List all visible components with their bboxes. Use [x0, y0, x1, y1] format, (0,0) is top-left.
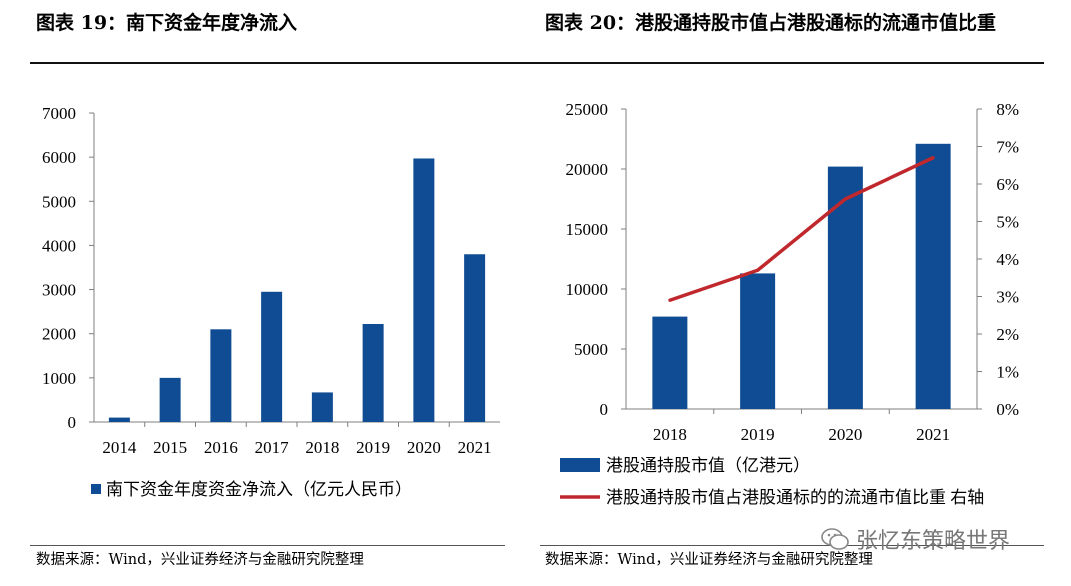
right-y-tick-label: 0 — [600, 400, 609, 419]
right-combo-chart: 0 5000 10000 15000 20000 25000 0% 1% 2% 3% 4% 5% 6% 7… — [560, 100, 1019, 507]
right-legend-bar-swatch — [560, 458, 600, 472]
right-bar — [827, 166, 863, 409]
right-y2-tick-label: 0% — [996, 400, 1019, 419]
left-bar — [261, 291, 283, 422]
left-bar — [108, 417, 130, 422]
left-bar — [362, 324, 384, 422]
left-y-tick-label: 4000 — [42, 236, 76, 255]
left-bar-chart: 0 1000 2000 3000 4000 5000 6000 7000 2014 2015 201… — [42, 104, 500, 499]
left-x-tick-label: 2021 — [458, 438, 492, 457]
right-bar — [740, 273, 776, 409]
right-x-tick-label: 2021 — [916, 425, 950, 444]
wechat-icon — [821, 528, 849, 550]
right-bar — [652, 316, 688, 409]
left-legend-swatch — [91, 484, 101, 494]
watermark: 张忆东策略世界 — [820, 523, 1010, 555]
right-legend-line-label: 港股通持股市值占港股通标的的流通市值比重 右轴 — [606, 488, 984, 507]
left-y-tick-label: 7000 — [42, 104, 76, 123]
left-bar — [210, 329, 232, 422]
title-rule — [30, 62, 1044, 64]
right-x-tick-label: 2020 — [828, 425, 862, 444]
right-y2-tick-label: 2% — [996, 325, 1019, 344]
right-y2-tick-label: 4% — [996, 250, 1019, 269]
right-y-tick-label: 20000 — [566, 160, 609, 179]
left-x-tick-label: 2019 — [356, 438, 390, 457]
watermark-text: 张忆东策略世界 — [856, 529, 1011, 554]
right-chart-title: 图表 20：港股通持股市值占港股通标的流通市值比重 — [545, 12, 997, 34]
left-x-tick-label: 2020 — [407, 438, 441, 457]
left-chart-title: 图表 19：南下资金年度净流入 — [36, 12, 298, 34]
right-bar — [915, 143, 951, 410]
left-y-tick-label: 5000 — [42, 192, 76, 211]
right-x-tick-label: 2019 — [741, 425, 775, 444]
right-y2-tick-label: 6% — [996, 175, 1019, 194]
right-y2-tick-label: 3% — [996, 288, 1019, 307]
left-y-tick-label: 0 — [68, 413, 77, 432]
right-y2-tick-label: 1% — [996, 363, 1019, 382]
left-source-note: 数据来源：Wind，兴业证券经济与金融研究院整理 — [36, 552, 364, 568]
right-source-note: 数据来源：Wind，兴业证券经济与金融研究院整理 — [545, 552, 873, 568]
left-footer-rule — [30, 545, 505, 546]
right-ratio-point — [668, 298, 672, 302]
right-ratio-point — [843, 197, 847, 201]
right-y-tick-label: 15000 — [566, 220, 609, 239]
right-y-tick-label: 5000 — [574, 340, 608, 359]
left-bar — [311, 392, 333, 422]
right-y2-tick-label: 5% — [996, 213, 1019, 232]
right-y-tick-label: 25000 — [566, 100, 609, 119]
left-bar — [413, 158, 435, 422]
left-x-tick-label: 2014 — [102, 438, 137, 457]
left-bar — [159, 377, 181, 422]
right-legend-bar-label: 港股通持股市值（亿港元） — [606, 456, 810, 475]
left-x-tick-label: 2018 — [305, 438, 339, 457]
right-ratio-point — [931, 156, 935, 160]
left-y-tick-label: 1000 — [42, 369, 76, 388]
left-y-tick-label: 6000 — [42, 148, 76, 167]
right-y2-tick-label: 7% — [996, 138, 1019, 157]
right-y-tick-label: 10000 — [566, 280, 609, 299]
left-legend-label: 南下资金年度资金净流入（亿元人民币） — [106, 480, 412, 499]
left-x-tick-label: 2017 — [255, 438, 290, 457]
left-bar — [464, 254, 486, 422]
left-y-tick-label: 2000 — [42, 325, 76, 344]
right-x-tick-label: 2018 — [653, 425, 687, 444]
right-ratio-line — [669, 156, 934, 302]
right-y2-tick-label: 8% — [996, 100, 1019, 119]
left-y-tick-label: 3000 — [42, 281, 76, 300]
left-x-tick-label: 2015 — [153, 438, 187, 457]
left-x-tick-label: 2016 — [204, 438, 238, 457]
right-footer-rule — [540, 545, 1044, 546]
right-ratio-point — [756, 268, 760, 272]
